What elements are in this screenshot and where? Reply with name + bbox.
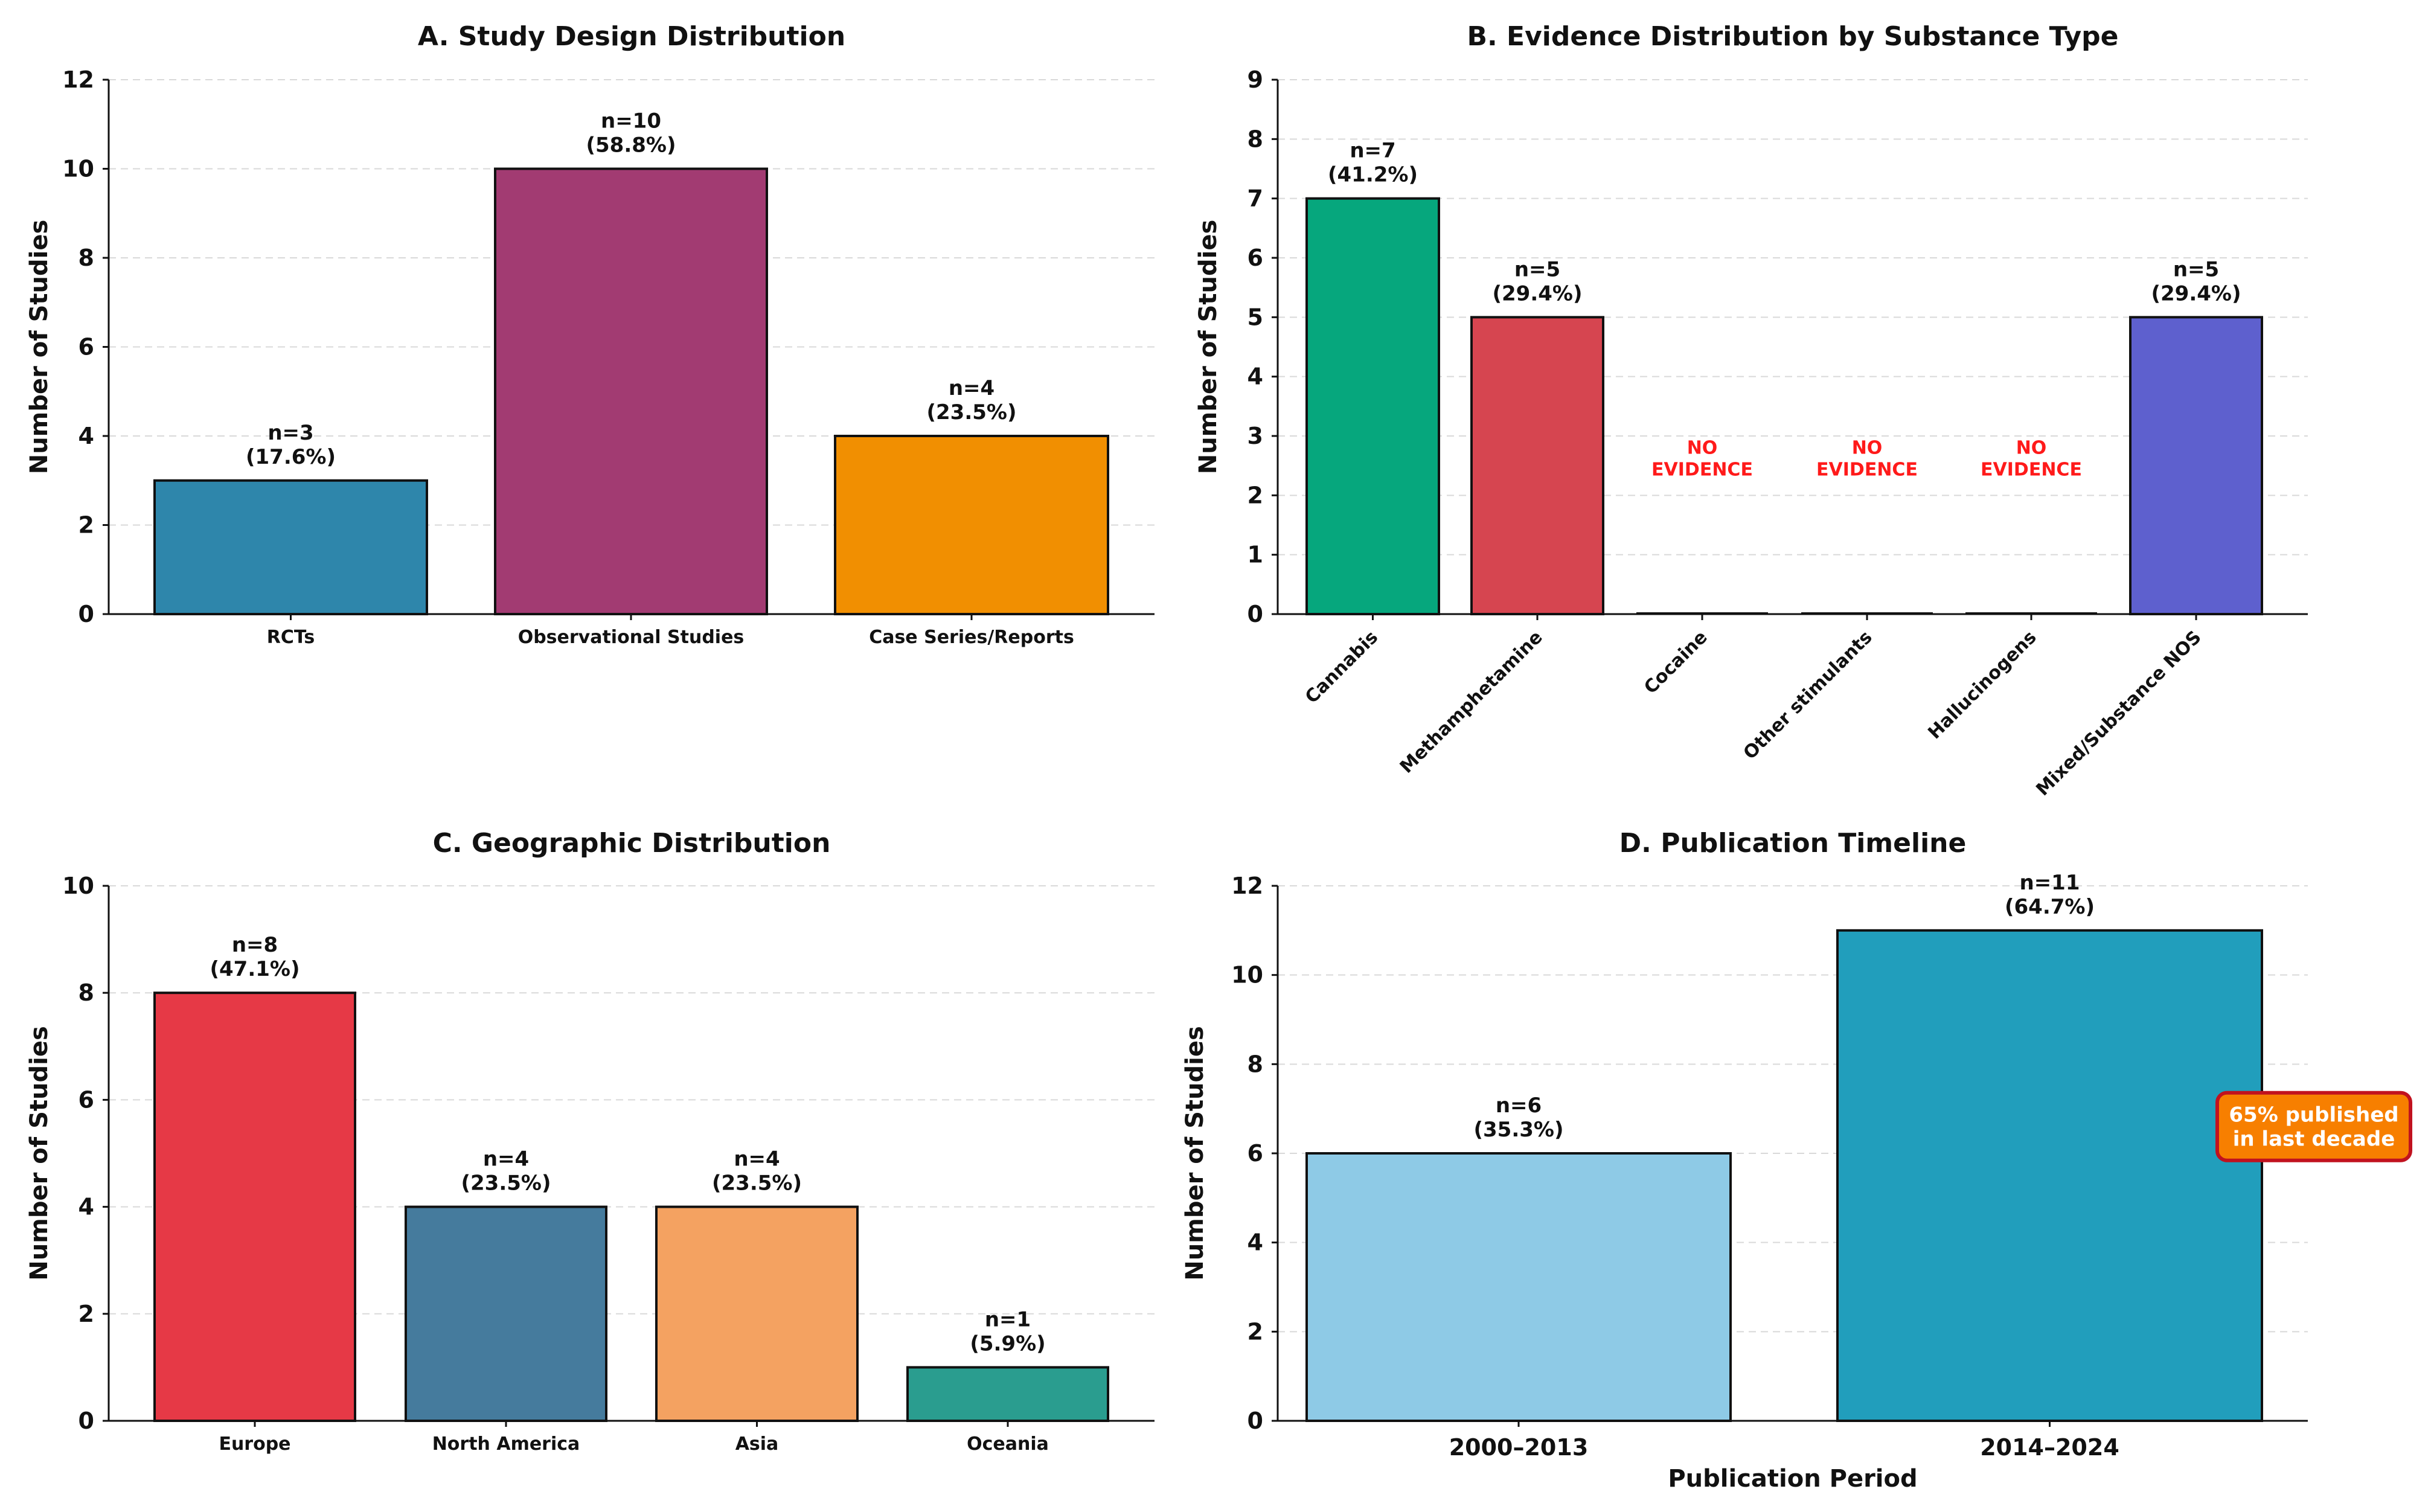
- y-axis-label: Number of Studies: [1194, 220, 1222, 475]
- annotation-box: [2215, 1091, 2412, 1162]
- y-axis-label: Number of Studies: [25, 1026, 53, 1281]
- bar-observational-studies: [494, 167, 768, 615]
- bar-rcts: [153, 479, 428, 615]
- data-label: n=4 (23.5%): [712, 1147, 802, 1196]
- y-tick-label: 6: [1248, 245, 1263, 271]
- data-label: n=5 (29.4%): [1492, 257, 1582, 306]
- data-label: n=8 (47.1%): [210, 933, 299, 981]
- x-tick-label: 2014–2024: [1980, 1434, 2119, 1461]
- y-tick-label: 2: [1248, 482, 1263, 508]
- y-tick-label: 6: [1248, 1140, 1263, 1167]
- bar-oceania: [906, 1366, 1109, 1422]
- bar-asia: [655, 1205, 859, 1422]
- annotation-text: 65% published in last decade: [2229, 1103, 2398, 1152]
- x-tick-label: Observational Studies: [518, 627, 745, 648]
- bar-north-america: [405, 1205, 607, 1422]
- data-label: n=6 (35.3%): [1473, 1094, 1563, 1142]
- y-tick-label: 4: [78, 423, 94, 449]
- bar-2000-2013: [1305, 1152, 1732, 1422]
- y-tick-label: 2: [78, 1301, 94, 1327]
- bar-case-series-reports: [834, 435, 1109, 615]
- y-tick-label: 7: [1248, 185, 1263, 212]
- x-tick-label: Asia: [735, 1434, 779, 1455]
- panel-b: n=7 (41.2%) Cannabis n=5 (29.4%) Methamphetam…: [1194, 21, 2308, 800]
- panel-d: n=6 (35.3%) 2000–2013 n=11 (64.7%) 2014–2024 0…: [1181, 828, 2412, 1493]
- y-axis-label: Number of Studies: [1181, 1026, 1209, 1281]
- y-tick-label: 8: [78, 245, 94, 271]
- x-tick-label: Hallucinogens: [1924, 627, 2040, 743]
- y-tick-label: 1: [1248, 542, 1263, 568]
- data-label: n=4 (23.5%): [461, 1147, 551, 1196]
- x-tick-label: Methamphetamine: [1396, 627, 1547, 778]
- y-tick-label: 4: [78, 1194, 94, 1220]
- y-tick-label: 0: [1248, 601, 1263, 627]
- y-tick-label: 5: [1248, 304, 1263, 330]
- y-tick-label: 6: [78, 334, 94, 360]
- data-label: n=3 (17.6%): [246, 421, 336, 469]
- chart-title: B. Evidence Distribution by Substance Ty…: [1467, 21, 2118, 52]
- y-tick-label: 12: [62, 66, 94, 93]
- no-evidence-label: NO EVIDENCE: [1981, 438, 2082, 481]
- x-tick-label: 2000–2013: [1449, 1434, 1589, 1461]
- y-tick-label: 10: [1231, 962, 1263, 988]
- y-tick-label: 0: [78, 601, 94, 627]
- x-tick-label: Other stimulants: [1740, 627, 1877, 764]
- y-tick-label: 8: [1248, 126, 1263, 152]
- y-tick-label: 9: [1248, 66, 1263, 93]
- data-label: n=1 (5.9%): [970, 1307, 1045, 1356]
- x-tick-label: North America: [432, 1434, 580, 1455]
- bar-europe: [153, 991, 356, 1422]
- x-tick-label: Cannabis: [1301, 627, 1382, 708]
- bar-2014-2024: [1836, 929, 2263, 1423]
- bar-methamphetamine: [1470, 316, 1604, 615]
- no-evidence-label: NO EVIDENCE: [1816, 438, 1918, 481]
- chart-title: C. Geographic Distribution: [433, 828, 831, 859]
- y-tick-label: 0: [78, 1408, 94, 1434]
- chart-title: A. Study Design Distribution: [418, 21, 845, 52]
- x-tick-label: Case Series/Reports: [869, 627, 1074, 648]
- chart-title: D. Publication Timeline: [1619, 828, 1967, 859]
- y-tick-label: 4: [1248, 1229, 1263, 1256]
- bar-cannabis: [1305, 197, 1440, 615]
- y-tick-label: 2: [78, 512, 94, 539]
- x-tick-label: RCTs: [267, 627, 315, 648]
- y-tick-label: 2: [1248, 1318, 1263, 1345]
- x-tick-label: Europe: [219, 1434, 290, 1455]
- y-tick-label: 6: [78, 1086, 94, 1113]
- y-tick-label: 8: [1248, 1051, 1263, 1077]
- data-label: n=10 (58.8%): [586, 109, 676, 158]
- no-evidence-label: NO EVIDENCE: [1651, 438, 1753, 481]
- x-tick-label: Mixed/Substance NOS: [2032, 627, 2205, 800]
- y-tick-label: 12: [1231, 873, 1263, 899]
- y-tick-label: 10: [62, 873, 94, 899]
- panel-c: n=8 (47.1%) Europe n=4 (23.5%) North America n…: [25, 828, 1155, 1455]
- y-tick-label: 3: [1248, 423, 1263, 449]
- bar-mixed-substance-nos: [2129, 316, 2263, 615]
- x-axis-label: Publication Period: [1668, 1465, 1917, 1493]
- data-label: n=11 (64.7%): [2005, 871, 2095, 919]
- x-tick-label: Oceania: [967, 1434, 1049, 1455]
- y-tick-label: 0: [1248, 1408, 1263, 1434]
- data-label: n=7 (41.2%): [1328, 139, 1418, 187]
- y-tick-label: 8: [78, 979, 94, 1006]
- y-axis-label: Number of Studies: [25, 220, 53, 475]
- y-tick-label: 4: [1248, 364, 1263, 390]
- panel-a: n=3 (17.6%) RCTs n=10 (58.8%) Observational S…: [25, 21, 1155, 648]
- x-tick-label: Cocaine: [1640, 627, 1712, 699]
- data-label: n=5 (29.4%): [2151, 257, 2241, 306]
- data-label: n=4 (23.5%): [926, 376, 1016, 424]
- y-tick-label: 10: [62, 156, 94, 182]
